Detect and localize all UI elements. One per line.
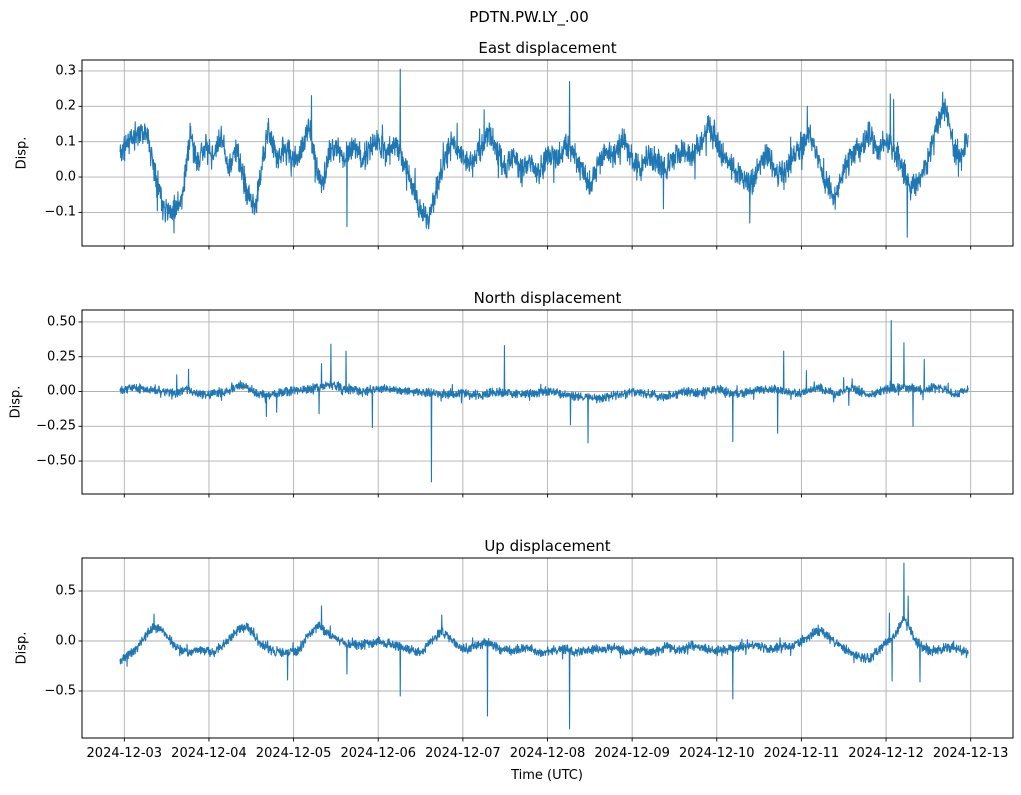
y-axis-label: Disp. bbox=[14, 631, 30, 665]
y-tick-label: 0.5 bbox=[55, 583, 76, 599]
y-axis-label: Disp. bbox=[8, 385, 24, 419]
y-tick-label: −0.25 bbox=[36, 418, 76, 434]
x-tick-label: 2024-12-08 bbox=[509, 746, 586, 761]
x-tick-label: 2024-12-13 bbox=[932, 746, 1009, 761]
x-tick-label: 2024-12-03 bbox=[86, 746, 163, 761]
y-tick-label: 0.1 bbox=[55, 134, 76, 150]
y-tick-label: −0.1 bbox=[44, 204, 76, 220]
y-tick-label: 0.3 bbox=[55, 63, 76, 79]
y-tick-label: −0.50 bbox=[36, 453, 76, 469]
y-tick-label: 0.50 bbox=[47, 314, 76, 330]
y-tick-label: −0.5 bbox=[44, 683, 76, 699]
y-tick-label: 0.0 bbox=[55, 633, 76, 649]
y-axis-label: Disp. bbox=[14, 136, 30, 170]
x-axis-label: Time (UTC) bbox=[511, 768, 583, 783]
x-tick-label: 2024-12-09 bbox=[594, 746, 670, 761]
x-tick-label: 2024-12-12 bbox=[848, 746, 924, 761]
y-tick-label: 0.2 bbox=[55, 98, 76, 114]
axes-frame bbox=[81, 557, 1014, 739]
data-line-up bbox=[119, 562, 969, 730]
data-line-north bbox=[119, 320, 969, 483]
axes-frame bbox=[81, 309, 1014, 495]
subplot-title: East displacement bbox=[478, 39, 617, 57]
x-tick-label: 2024-12-07 bbox=[425, 746, 501, 761]
y-tick-label: 0.25 bbox=[47, 349, 76, 365]
axes-frame bbox=[81, 59, 1014, 247]
x-tick-label: 2024-12-05 bbox=[255, 746, 332, 761]
x-tick-label: 2024-12-10 bbox=[678, 746, 755, 761]
data-line-east bbox=[119, 68, 969, 238]
y-tick-label: 0.00 bbox=[47, 383, 76, 399]
x-tick-label: 2024-12-11 bbox=[763, 746, 840, 761]
figure-title: PDTN.PW.LY_.00 bbox=[469, 8, 589, 26]
x-tick-label: 2024-12-04 bbox=[171, 746, 247, 761]
x-tick-label: 2024-12-06 bbox=[340, 746, 416, 761]
y-tick-label: 0.0 bbox=[55, 169, 76, 185]
subplot-title: North displacement bbox=[473, 289, 622, 307]
subplot-title: Up displacement bbox=[484, 537, 611, 555]
